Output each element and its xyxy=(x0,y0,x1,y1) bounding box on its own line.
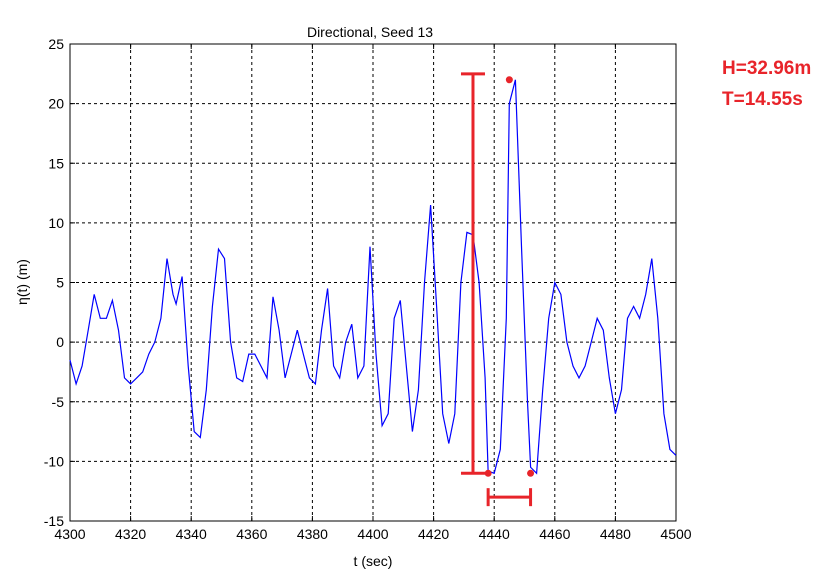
height-annotation: H=32.96m xyxy=(722,58,812,79)
y-tick-label: -10 xyxy=(44,453,64,469)
y-tick-label: -15 xyxy=(44,513,64,529)
y-tick-label: 20 xyxy=(48,96,64,112)
period-annotation: T=14.55s xyxy=(722,89,803,110)
x-tick-label: 4420 xyxy=(418,526,449,542)
y-tick-label: 15 xyxy=(48,155,64,171)
x-tick-label: 4480 xyxy=(600,526,631,542)
trough-left-marker xyxy=(484,469,492,477)
y-tick-label: 5 xyxy=(56,275,64,291)
series-layer xyxy=(69,79,677,475)
x-tick-label: 4440 xyxy=(479,526,510,542)
x-tick-label: 4360 xyxy=(236,526,267,542)
crest-marker xyxy=(505,76,513,84)
x-tick-label: 4300 xyxy=(54,526,85,542)
y-tick-label: -5 xyxy=(52,394,65,410)
x-tick-label: 4400 xyxy=(357,526,388,542)
y-tick-label: 25 xyxy=(48,36,64,52)
y-tick-label: 0 xyxy=(56,334,64,350)
y-tick-label: 10 xyxy=(48,215,64,231)
grid xyxy=(70,44,676,521)
series-line xyxy=(69,79,677,475)
trough-right-marker xyxy=(527,469,535,477)
x-tick-label: 4320 xyxy=(115,526,146,542)
axes-ticks: 4300 4320 4340 4360 4380 4400 4420 4440 4460 4480… xyxy=(44,36,692,542)
chart-title: Directional, Seed 13 xyxy=(307,24,433,40)
y-axis-label: η(t) (m) xyxy=(14,259,30,305)
x-tick-label: 4500 xyxy=(660,526,691,542)
x-tick-label: 4460 xyxy=(539,526,570,542)
x-tick-label: 4340 xyxy=(176,526,207,542)
x-axis-label: t (sec) xyxy=(354,553,393,569)
x-tick-label: 4380 xyxy=(297,526,328,542)
annotation-layer xyxy=(460,72,535,507)
